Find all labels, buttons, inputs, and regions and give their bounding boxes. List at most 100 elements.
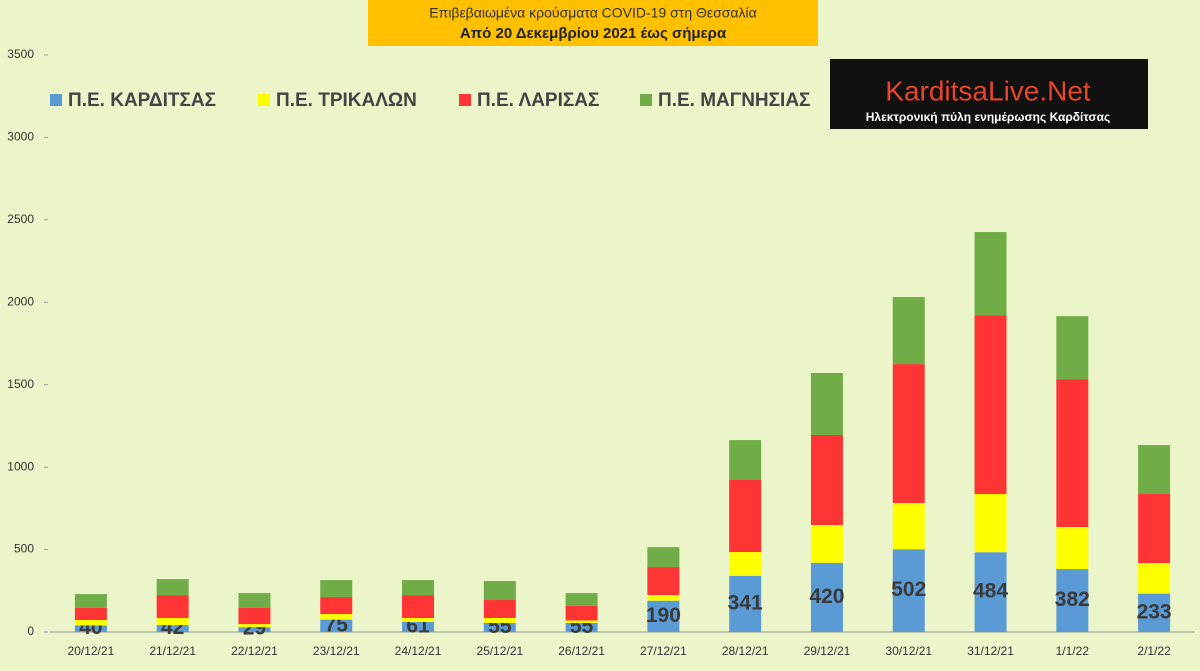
bar-segment: [729, 575, 762, 632]
bar-segment: [1138, 563, 1171, 594]
bar-segment: [1056, 379, 1089, 527]
x-tick-label: 1/1/22: [1056, 644, 1090, 658]
title-box: [368, 0, 818, 46]
y-tick-label: 2000: [7, 294, 34, 308]
bar-segment: [320, 614, 353, 620]
bar-segment: [402, 621, 435, 632]
bar-segment: [402, 617, 435, 622]
legend-label: Π.Ε. ΛΑΡΙΣΑΣ: [477, 90, 599, 111]
value-label: 484: [973, 580, 1008, 603]
x-tick-label: 28/12/21: [722, 644, 769, 658]
x-tick-label: 30/12/21: [885, 644, 932, 658]
bar-segment: [647, 600, 680, 632]
bar-segment: [74, 594, 107, 608]
x-tick-label: 22/12/21: [231, 644, 278, 658]
bar-segment: [647, 567, 680, 596]
x-tick-label: 23/12/21: [313, 644, 360, 658]
y-tick-label: 3000: [7, 130, 34, 144]
value-label: 341: [728, 591, 763, 614]
bar-segment: [974, 315, 1007, 495]
y-tick-label: 1500: [7, 377, 34, 391]
bar-segment: [483, 600, 516, 618]
bar-segment: [892, 503, 925, 550]
value-label: 502: [891, 578, 926, 601]
bar-segment: [565, 622, 598, 632]
legend: Π.Ε. ΚΑΡΔΙΤΣΑΣ Π.Ε. ΤΡΙΚΑΛΩΝ Π.Ε. ΛΑΡΙΣΑΣ Π…: [50, 90, 810, 111]
legend-swatch: [640, 94, 652, 106]
x-tick-label: 27/12/21: [640, 644, 687, 658]
bar-segment: [647, 547, 680, 568]
x-tick-label: 24/12/21: [395, 644, 442, 658]
x-tick-label: 26/12/21: [558, 644, 605, 658]
bar-segment: [238, 624, 271, 628]
bar-segment: [1138, 494, 1171, 564]
bar-segment: [974, 232, 1007, 316]
bar-segment: [483, 617, 516, 623]
bar-segment: [892, 364, 925, 504]
x-tick-label: 25/12/21: [476, 644, 523, 658]
bar-segment: [729, 440, 762, 481]
legend-swatch: [258, 94, 270, 106]
bar-segment: [1056, 569, 1089, 632]
bar-segment: [402, 595, 435, 618]
bar-segment: [402, 580, 435, 596]
bar-segment: [565, 605, 598, 621]
bar-segment: [810, 373, 843, 435]
bar-segment: [1056, 526, 1089, 570]
chart-title: Επιβεβαιωμένα κρούσματα COVID-19 στη Θεσ…: [429, 5, 756, 21]
y-tick-label: 0: [27, 624, 34, 638]
logo-box: [830, 59, 1148, 129]
bar-segment: [320, 580, 353, 598]
legend-swatch: [50, 94, 62, 106]
bar-segment: [565, 620, 598, 623]
bar-segment: [1138, 593, 1171, 632]
legend-label: Π.Ε. ΜΑΓΝΗΣΙΑΣ: [658, 90, 810, 111]
legend-label: Π.Ε. ΤΡΙΚΑΛΩΝ: [276, 90, 417, 111]
bar-segment: [810, 434, 843, 526]
bar-segment: [74, 607, 107, 620]
logo-name: KarditsaLive.Net: [885, 75, 1091, 106]
value-label: 233: [1137, 600, 1172, 623]
bar-segment: [810, 525, 843, 563]
bar-segment: [74, 625, 107, 632]
legend-label: Π.Ε. ΚΑΡΔΙΤΣΑΣ: [68, 90, 216, 111]
x-tick-label: 20/12/21: [68, 644, 115, 658]
bar-segment: [729, 480, 762, 553]
x-tick-label: 21/12/21: [149, 644, 196, 658]
y-tick-label: 1000: [7, 459, 34, 473]
bar-segment: [74, 619, 107, 626]
logo-tagline: Ηλεκτρονική πύλη ενημέρωσης Καρδίτσας: [866, 110, 1111, 124]
bar-segment: [647, 595, 680, 601]
bar-segment: [238, 593, 271, 608]
value-label: 382: [1055, 588, 1090, 611]
bar-segment: [156, 617, 189, 626]
chart-subtitle: Από 20 Δεκεμβρίου 2021 έως σήμερα: [460, 25, 727, 42]
bar-segment: [810, 562, 843, 632]
bar-segment: [320, 619, 353, 632]
x-tick-label: 29/12/21: [804, 644, 851, 658]
value-label: 420: [809, 585, 844, 608]
bar-segment: [565, 593, 598, 606]
value-label: 190: [646, 604, 681, 627]
bar-segment: [156, 595, 189, 618]
y-tick-label: 500: [14, 542, 34, 556]
y-tick-label: 2500: [7, 212, 34, 226]
bar-segment: [892, 549, 925, 632]
bar-segment: [483, 581, 516, 601]
y-tick-label: 3500: [7, 47, 34, 61]
x-tick-label: 31/12/21: [967, 644, 1014, 658]
bar-segment: [238, 607, 271, 625]
bar-segment: [320, 597, 353, 615]
x-tick-label: 2/1/22: [1137, 644, 1171, 658]
bar-segment: [729, 552, 762, 576]
bar-segment: [892, 297, 925, 365]
bar-segment: [974, 494, 1007, 553]
bar-segment: [483, 622, 516, 632]
bar-segment: [1138, 445, 1171, 495]
legend-swatch: [459, 94, 471, 106]
bar-segment: [156, 579, 189, 596]
bar-segment: [156, 625, 189, 632]
bar-segment: [238, 627, 271, 632]
bar-segment: [1056, 316, 1089, 380]
